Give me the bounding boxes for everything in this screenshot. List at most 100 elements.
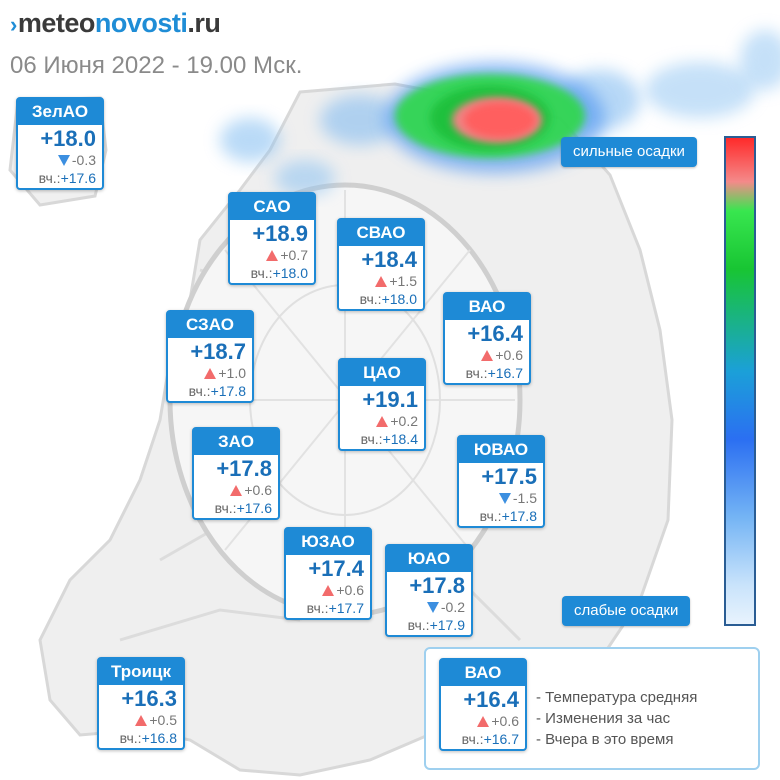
precipitation-color-scale <box>724 136 756 626</box>
delta-value: +1.5 <box>389 273 417 289</box>
district-delta: +0.6 <box>286 581 370 599</box>
precipitation-radar <box>220 30 780 196</box>
district-card-cao[interactable]: ЦАО +19.1 +0.2 вч.:+18.4 <box>338 358 426 451</box>
yesterday-label: вч.: <box>188 383 211 399</box>
district-card-svao[interactable]: СВАО +18.4 +1.5 вч.:+18.0 <box>337 218 425 311</box>
arrow-up-icon <box>204 367 217 379</box>
arrow-up-icon <box>375 275 388 287</box>
delta-value: -0.3 <box>71 152 96 168</box>
district-yesterday: вч.:+18.0 <box>339 290 423 309</box>
district-name: ЮАО <box>387 546 471 572</box>
district-name: СЗАО <box>168 312 252 338</box>
district-yesterday: вч.:+18.4 <box>340 430 424 449</box>
yesterday-label: вч.: <box>360 431 383 447</box>
district-yesterday: вч.:+16.8 <box>99 729 183 748</box>
legend-box: ВАО +16.4 +0.6 вч.:+16.7 - Температура с… <box>424 647 760 770</box>
arrow-down-icon <box>57 154 70 166</box>
delta-value: -1.5 <box>512 490 537 506</box>
arrow-up-icon <box>481 349 494 361</box>
yesterday-value: +17.7 <box>328 600 364 616</box>
district-card-zao[interactable]: ЗАО +17.8 +0.6 вч.:+17.6 <box>192 427 280 520</box>
district-delta: +0.5 <box>99 711 183 729</box>
district-name: ВАО <box>445 294 529 320</box>
logo-chevron-icon: › <box>10 12 17 37</box>
district-temp: +19.1 <box>362 387 418 412</box>
scale-label-light: слабые осадки <box>562 596 691 626</box>
district-card-yuvao[interactable]: ЮВАО +17.5 -1.5 вч.:+17.8 <box>457 435 545 528</box>
district-yesterday: вч.:+17.8 <box>168 382 252 401</box>
district-yesterday: вч.:+17.6 <box>194 499 278 518</box>
district-delta: +0.6 <box>194 481 278 499</box>
yesterday-label: вч.: <box>214 500 237 516</box>
yesterday-label: вч.: <box>407 617 430 633</box>
district-name: ЮЗАО <box>286 529 370 555</box>
arrow-up-icon <box>322 584 335 596</box>
legend-line-avg: - Температура средняя <box>536 689 698 706</box>
district-delta: +0.6 <box>445 346 529 364</box>
yesterday-value: +17.8 <box>210 383 246 399</box>
yesterday-value: +16.8 <box>141 730 177 746</box>
district-name: ЗАО <box>194 429 278 455</box>
district-card-szao[interactable]: СЗАО +18.7 +1.0 вч.:+17.8 <box>166 310 254 403</box>
district-yesterday: вч.:+17.8 <box>459 507 543 526</box>
district-temp: +17.8 <box>409 573 465 598</box>
yesterday-label: вч.: <box>250 265 273 281</box>
logo-accent: novosti <box>94 8 188 38</box>
district-delta: +0.7 <box>230 246 314 264</box>
district-yesterday: вч.:+18.0 <box>230 264 314 283</box>
yesterday-value: +16.7 <box>483 731 519 747</box>
district-yesterday: вч.:+17.9 <box>387 616 471 635</box>
district-temp: +18.4 <box>361 247 417 272</box>
district-delta: -1.5 <box>459 489 543 507</box>
district-delta: +1.5 <box>339 272 423 290</box>
district-card-sao[interactable]: САО +18.9 +0.7 вч.:+18.0 <box>228 192 316 285</box>
logo-suffix: .ru <box>187 8 221 38</box>
legend-sample-temp: +16.4 <box>463 687 519 712</box>
district-name: СВАО <box>339 220 423 246</box>
date-time-subtitle: 06 Июня 2022 - 19.00 Мск. <box>10 52 303 79</box>
yesterday-label: вч.: <box>359 291 382 307</box>
arrow-up-icon <box>135 714 148 726</box>
delta-value: +0.6 <box>495 347 523 363</box>
delta-value: +0.5 <box>149 712 177 728</box>
arrow-down-icon <box>426 601 439 613</box>
delta-value: +0.7 <box>280 247 308 263</box>
district-card-yuzao[interactable]: ЮЗАО +17.4 +0.6 вч.:+17.7 <box>284 527 372 620</box>
scale-label-heavy: сильные осадки <box>561 137 697 167</box>
district-delta: -0.3 <box>18 151 102 169</box>
district-temp: +18.7 <box>190 339 246 364</box>
district-temp: +18.9 <box>252 221 308 246</box>
yesterday-label: вч.: <box>119 730 142 746</box>
site-logo[interactable]: ›meteonovosti.ru <box>10 8 221 39</box>
district-temp: +17.5 <box>481 464 537 489</box>
district-yesterday: вч.:+17.6 <box>18 169 102 188</box>
yesterday-label: вч.: <box>461 731 484 747</box>
district-delta: +0.2 <box>340 412 424 430</box>
delta-value: -0.2 <box>440 599 465 615</box>
district-yesterday: вч.:+16.7 <box>445 364 529 383</box>
district-temp: +17.8 <box>216 456 272 481</box>
yesterday-value: +18.0 <box>381 291 417 307</box>
district-card-vao[interactable]: ВАО +16.4 +0.6 вч.:+16.7 <box>443 292 531 385</box>
district-card-zelao[interactable]: ЗелАО +18.0 -0.3 вч.:+17.6 <box>16 97 104 190</box>
yesterday-value: +18.4 <box>382 431 418 447</box>
district-name: ЮВАО <box>459 437 543 463</box>
yesterday-value: +17.6 <box>236 500 272 516</box>
legend-sample-card: ВАО +16.4 +0.6 вч.:+16.7 <box>439 658 527 751</box>
district-name: ЗелАО <box>18 99 102 125</box>
yesterday-value: +18.0 <box>272 265 308 281</box>
legend-line-yesterday: - Вчера в это время <box>536 731 674 748</box>
district-name: ЦАО <box>340 360 424 386</box>
district-card-yuao[interactable]: ЮАО +17.8 -0.2 вч.:+17.9 <box>385 544 473 637</box>
district-temp: +16.4 <box>467 321 523 346</box>
yesterday-label: вч.: <box>306 600 329 616</box>
legend-line-change: - Изменения за час <box>536 710 671 727</box>
district-card-troitsk[interactable]: Троицк +16.3 +0.5 вч.:+16.8 <box>97 657 185 750</box>
yesterday-value: +16.7 <box>487 365 523 381</box>
arrow-down-icon <box>498 492 511 504</box>
delta-value: +0.6 <box>336 582 364 598</box>
arrow-up-icon <box>266 249 279 261</box>
district-yesterday: вч.:+17.7 <box>286 599 370 618</box>
district-name: Троицк <box>99 659 183 685</box>
yesterday-value: +17.8 <box>501 508 537 524</box>
